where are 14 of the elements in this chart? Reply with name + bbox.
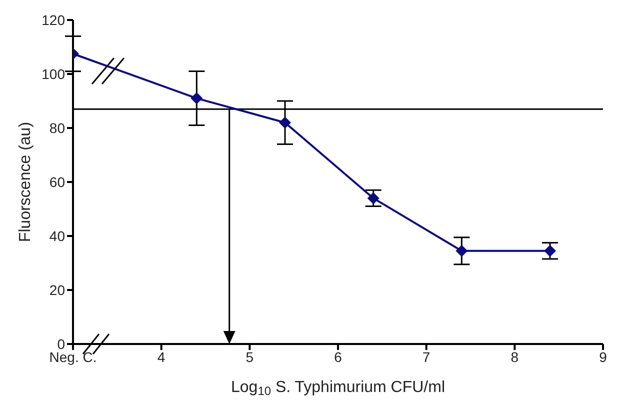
x-tick-label: 7: [422, 348, 430, 365]
y-tick-label: 40: [49, 228, 66, 244]
x-tick-label: 5: [246, 348, 254, 365]
y-tick-label: 80: [49, 120, 66, 136]
x-tick-label: 6: [334, 348, 342, 365]
y-tick-label: 100: [42, 66, 66, 82]
x-tick-label: 4: [157, 348, 166, 365]
x-tick-label: 9: [599, 348, 608, 365]
y-axis-title: Fluorscence (au): [17, 122, 34, 242]
y-tick-label: 20: [49, 282, 66, 298]
y-tick-label: 60: [49, 174, 66, 190]
y-tick-label: 120: [42, 12, 66, 28]
x-axis-title: Log$_{10}$ S. Typhimurium CFU/ml: [230, 379, 446, 398]
x-tick-label: 8: [510, 348, 519, 365]
